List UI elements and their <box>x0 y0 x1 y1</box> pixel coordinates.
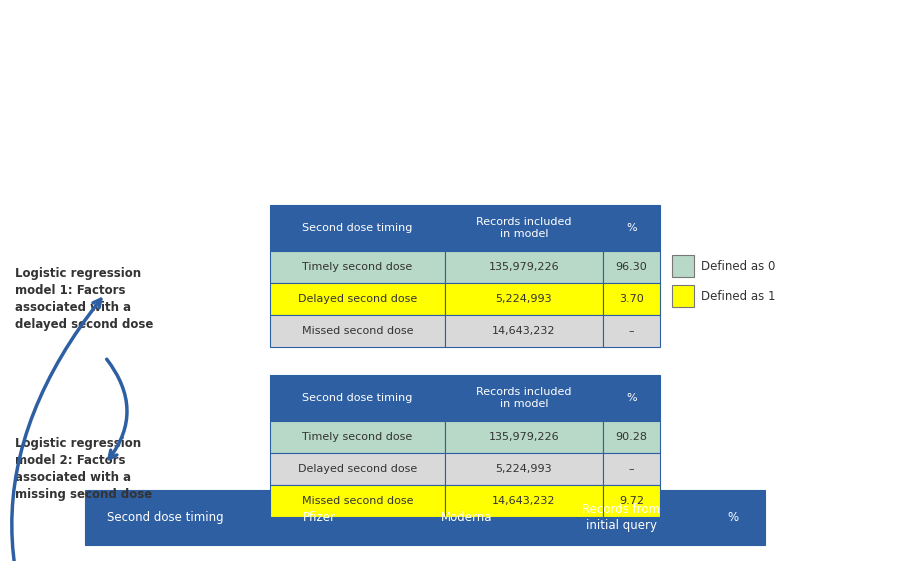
Text: Missed second dose: Missed second dose <box>302 496 413 506</box>
Text: Second dose timing: Second dose timing <box>302 223 413 233</box>
Bar <box>603 453 660 485</box>
Bar <box>445 283 603 315</box>
Text: 14,643,232: 14,643,232 <box>492 326 556 336</box>
Text: 9.72: 9.72 <box>619 496 644 506</box>
Text: Delayed second dose: Delayed second dose <box>298 464 417 474</box>
Text: 3.70: 3.70 <box>619 294 644 304</box>
Bar <box>393 490 541 545</box>
Bar <box>270 421 445 453</box>
Bar <box>701 490 765 545</box>
Bar <box>603 421 660 453</box>
Bar <box>603 251 660 283</box>
Text: %: % <box>626 393 637 403</box>
Text: Missed second dose: Missed second dose <box>302 326 413 336</box>
Bar <box>672 285 694 307</box>
Text: 135,979,226: 135,979,226 <box>489 432 559 442</box>
Text: Second dose timing: Second dose timing <box>302 393 413 403</box>
Bar <box>270 315 445 347</box>
Text: –: – <box>629 464 634 474</box>
Bar <box>270 453 445 485</box>
Text: Records included
in model: Records included in model <box>476 217 572 239</box>
Bar <box>270 251 445 283</box>
Bar <box>445 205 603 251</box>
Text: Pfizer: Pfizer <box>302 511 336 524</box>
Text: Defined as 1: Defined as 1 <box>701 289 776 302</box>
Bar <box>445 315 603 347</box>
FancyArrowPatch shape <box>12 299 104 561</box>
Text: Defined as 0: Defined as 0 <box>701 260 776 273</box>
Bar <box>245 490 393 545</box>
Text: Logistic regression
model 1: Factors
associated with a
delayed second dose: Logistic regression model 1: Factors ass… <box>15 267 153 331</box>
Bar <box>270 375 445 421</box>
Bar <box>445 251 603 283</box>
Bar <box>85 490 245 545</box>
Bar <box>603 205 660 251</box>
Bar <box>270 283 445 315</box>
Bar <box>603 283 660 315</box>
Text: 90.28: 90.28 <box>616 432 647 442</box>
Text: Delayed second dose: Delayed second dose <box>298 294 417 304</box>
Bar <box>541 490 701 545</box>
Text: Records from
initial query: Records from initial query <box>582 503 660 532</box>
Text: –: – <box>629 326 634 336</box>
Text: %: % <box>727 511 739 524</box>
Text: Moderna: Moderna <box>441 511 493 524</box>
Text: 135,979,226: 135,979,226 <box>489 262 559 272</box>
Bar <box>603 485 660 517</box>
Bar <box>270 205 445 251</box>
Bar <box>270 485 445 517</box>
Text: Logistic regression
model 2: Factors
associated with a
missing second dose: Logistic regression model 2: Factors ass… <box>15 437 152 501</box>
Bar <box>603 375 660 421</box>
Text: 96.30: 96.30 <box>616 262 647 272</box>
Text: 5,224,993: 5,224,993 <box>496 464 553 474</box>
Bar <box>445 485 603 517</box>
Bar <box>603 315 660 347</box>
Bar <box>672 255 694 277</box>
Text: 14,643,232: 14,643,232 <box>492 496 556 506</box>
Text: 5,224,993: 5,224,993 <box>496 294 553 304</box>
Bar <box>445 375 603 421</box>
Bar <box>445 421 603 453</box>
Text: Records included
in model: Records included in model <box>476 387 572 409</box>
FancyArrowPatch shape <box>107 359 127 459</box>
Text: %: % <box>626 223 637 233</box>
Bar <box>445 453 603 485</box>
Text: Second dose timing: Second dose timing <box>107 511 223 524</box>
Text: Timely second dose: Timely second dose <box>302 432 412 442</box>
Text: Timely second dose: Timely second dose <box>302 262 412 272</box>
